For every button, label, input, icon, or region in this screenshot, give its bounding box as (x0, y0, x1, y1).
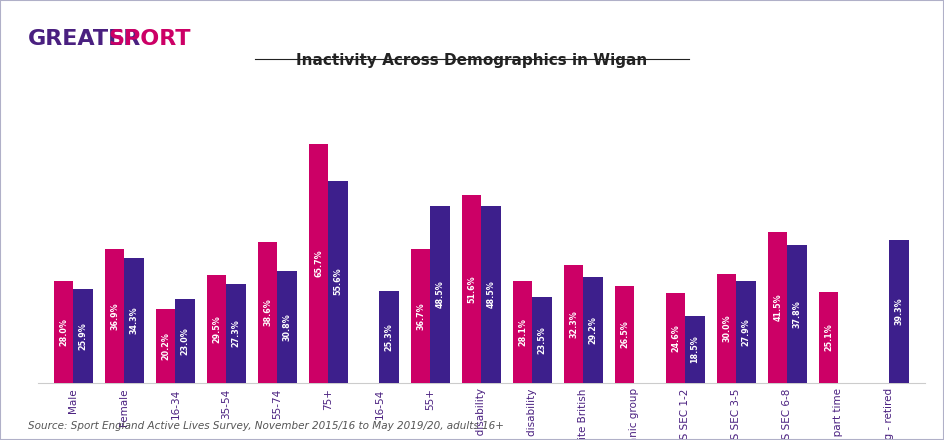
Bar (176, 299, 194, 383)
Bar (329, 180, 347, 383)
Bar (513, 281, 532, 383)
Text: 27.3%: 27.3% (231, 319, 241, 347)
Bar (379, 291, 398, 383)
Text: 28.0%: 28.0% (59, 318, 68, 346)
Bar (207, 275, 227, 383)
Bar (666, 293, 685, 383)
Text: 24.6%: 24.6% (671, 324, 681, 352)
Bar (411, 249, 430, 383)
Text: 48.5%: 48.5% (435, 281, 445, 308)
Bar (565, 265, 583, 383)
Text: 23.0%: 23.0% (180, 327, 190, 355)
Text: 27.9%: 27.9% (742, 318, 750, 346)
Text: 25.3%: 25.3% (384, 323, 394, 351)
Bar (768, 232, 787, 383)
Text: 25.9%: 25.9% (78, 322, 88, 349)
Text: 30.0%: 30.0% (722, 315, 732, 342)
Bar (736, 281, 756, 383)
Bar (481, 206, 501, 383)
Text: 51.6%: 51.6% (467, 275, 477, 303)
Text: 18.5%: 18.5% (691, 335, 700, 363)
Bar (583, 277, 603, 383)
Bar (258, 242, 278, 383)
Bar (156, 309, 176, 383)
Bar (615, 286, 634, 383)
Bar (430, 206, 450, 383)
Text: 30.8%: 30.8% (282, 313, 292, 341)
Bar (462, 195, 481, 383)
Bar (819, 292, 838, 383)
Text: 55.6%: 55.6% (333, 268, 343, 296)
Text: 36.9%: 36.9% (110, 302, 119, 330)
Text: 41.5%: 41.5% (773, 293, 783, 321)
Text: Inactivity Across Demographics in Wigan: Inactivity Across Demographics in Wigan (296, 53, 648, 68)
Bar (685, 315, 705, 383)
Text: 23.5%: 23.5% (538, 326, 547, 354)
Text: 34.3%: 34.3% (129, 307, 139, 334)
Text: 29.5%: 29.5% (212, 315, 221, 343)
Text: 37.8%: 37.8% (793, 300, 801, 328)
Bar (74, 289, 93, 383)
Text: 28.1%: 28.1% (518, 318, 528, 346)
Text: GREATER: GREATER (28, 29, 142, 48)
Text: 25.1%: 25.1% (824, 323, 834, 351)
Bar (532, 297, 552, 383)
Bar (889, 240, 909, 383)
Bar (227, 283, 245, 383)
Bar (125, 258, 143, 383)
Text: 29.2%: 29.2% (589, 316, 598, 344)
Bar (787, 246, 807, 383)
Bar (54, 281, 74, 383)
Bar (105, 249, 125, 383)
Text: Source: Sport England Active Lives Survey, November 2015/16 to May 2019/20, adul: Source: Sport England Active Lives Surve… (28, 421, 504, 431)
Text: 39.3%: 39.3% (895, 297, 903, 325)
Text: SPORT: SPORT (109, 29, 191, 48)
Bar (309, 144, 329, 383)
Bar (717, 274, 736, 383)
Text: 26.5%: 26.5% (620, 321, 630, 348)
Text: 48.5%: 48.5% (486, 281, 496, 308)
Text: 20.2%: 20.2% (161, 332, 170, 360)
Text: 32.3%: 32.3% (569, 310, 579, 338)
Text: 38.6%: 38.6% (263, 299, 272, 326)
Text: 65.7%: 65.7% (314, 249, 323, 277)
Text: 36.7%: 36.7% (416, 302, 425, 330)
Bar (278, 271, 296, 383)
